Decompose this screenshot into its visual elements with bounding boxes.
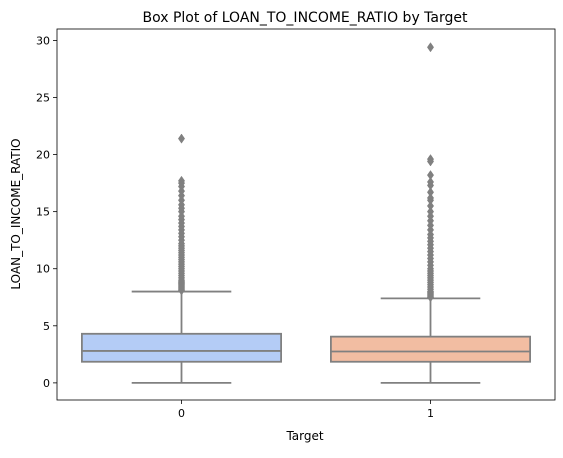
outlier-point xyxy=(177,175,186,186)
y-tick-label: 20 xyxy=(36,149,50,162)
y-tick-label: 30 xyxy=(36,34,50,47)
outlier-point xyxy=(177,133,186,144)
box-iqr-0 xyxy=(81,332,282,363)
plot-area xyxy=(81,42,531,384)
axes-frame xyxy=(56,28,556,401)
outlier-point xyxy=(426,206,435,217)
y-tick-label: 25 xyxy=(36,91,50,104)
y-axis-label: LOAN_TO_INCOME_RATIO xyxy=(9,138,23,289)
x-axis-label: Target xyxy=(285,429,323,443)
y-tick-label: 15 xyxy=(36,206,50,219)
y-axis-ticks: 0 5 10 15 20 25 30 xyxy=(36,34,57,390)
outlier-point xyxy=(426,192,435,203)
chart-title: Box Plot of LOAN_TO_INCOME_RATIO by Targ… xyxy=(142,10,468,26)
outlier-point xyxy=(426,154,435,165)
outlier-point xyxy=(426,176,435,188)
outlier-point xyxy=(426,170,435,181)
outlier-point xyxy=(426,200,435,211)
box-iqr-1 xyxy=(329,335,531,363)
outlier-point xyxy=(426,42,435,53)
y-tick-label: 0 xyxy=(43,377,50,390)
outlier-point xyxy=(426,187,435,198)
x-tick-label: 1 xyxy=(427,407,434,420)
y-tick-label: 5 xyxy=(43,320,50,333)
y-tick-label: 10 xyxy=(36,263,50,276)
x-tick-label: 0 xyxy=(178,407,185,420)
